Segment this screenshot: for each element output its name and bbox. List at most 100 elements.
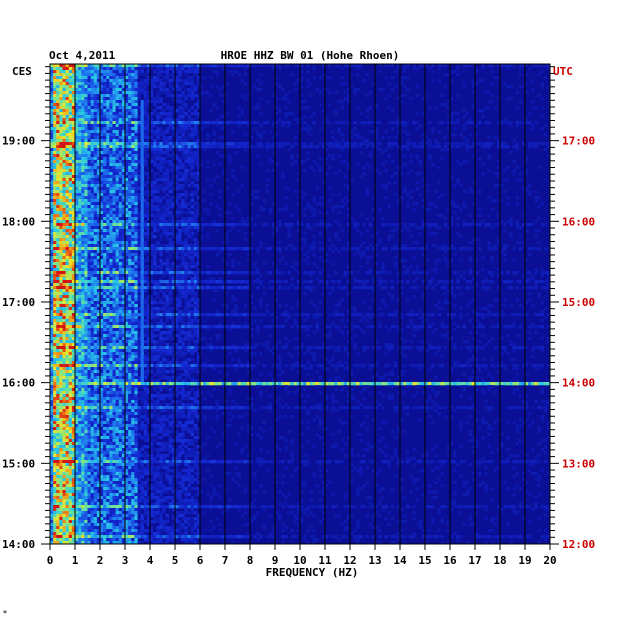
spectrogram-cell bbox=[490, 142, 495, 146]
spectrogram-cell bbox=[112, 127, 116, 131]
spectrogram-cell bbox=[112, 250, 116, 254]
spectrogram-cell bbox=[62, 64, 66, 68]
spectrogram-cell bbox=[481, 145, 485, 149]
spectrogram-cell bbox=[137, 214, 141, 218]
spectrogram-cell bbox=[393, 262, 398, 266]
spectrogram-cell bbox=[115, 232, 120, 236]
spectrogram-cell bbox=[84, 157, 88, 161]
spectrogram-cell bbox=[178, 157, 182, 161]
spectrogram-cell bbox=[243, 148, 248, 152]
spectrogram-cell bbox=[118, 106, 123, 110]
spectrogram-cell bbox=[312, 253, 316, 257]
spectrogram-cell bbox=[103, 88, 107, 92]
spectrogram-cell bbox=[78, 214, 82, 218]
spectrogram-cell bbox=[503, 247, 507, 251]
spectrogram-cell bbox=[206, 232, 210, 236]
spectrogram-cell bbox=[50, 283, 54, 287]
spectrogram-cell bbox=[400, 244, 404, 248]
spectrogram-cell bbox=[296, 64, 301, 68]
spectrogram-cell bbox=[103, 118, 107, 122]
spectrogram-cell bbox=[53, 172, 57, 176]
spectrogram-cell bbox=[528, 247, 532, 251]
spectrogram-cell bbox=[171, 118, 176, 122]
spectrogram-cell bbox=[343, 274, 348, 278]
spectrogram-cell bbox=[168, 214, 173, 218]
spectrogram-cell bbox=[356, 145, 360, 149]
spectrogram-cell bbox=[128, 193, 132, 197]
spectrogram-cell bbox=[84, 76, 88, 80]
spectrogram-cell bbox=[109, 283, 113, 287]
spectrogram-cell bbox=[200, 286, 204, 290]
spectrogram-cell bbox=[128, 79, 132, 83]
spectrogram-cell bbox=[134, 151, 138, 155]
spectrogram-cell bbox=[53, 232, 57, 236]
spectrogram-cell bbox=[121, 199, 126, 203]
spectrogram-cell bbox=[140, 91, 145, 95]
spectrogram-cell bbox=[96, 265, 101, 269]
spectrogram-cell bbox=[118, 148, 123, 152]
spectrogram-cell bbox=[231, 121, 235, 125]
spectrogram-cell bbox=[50, 109, 54, 113]
spectrogram-cell bbox=[196, 121, 201, 125]
spectrogram-cell bbox=[231, 142, 235, 146]
spectrogram-cell bbox=[153, 229, 157, 233]
spectrogram-cell bbox=[112, 145, 116, 149]
spectrogram-cell bbox=[128, 220, 132, 224]
spectrogram-cell bbox=[150, 127, 154, 131]
spectrogram-cell bbox=[318, 241, 323, 245]
spectrogram-cell bbox=[521, 85, 526, 89]
spectrogram-cell bbox=[175, 202, 179, 206]
spectrogram-cell bbox=[106, 76, 110, 80]
spectrogram-cell bbox=[131, 64, 135, 68]
spectrogram-cell bbox=[62, 103, 66, 107]
spectrogram-cell bbox=[121, 226, 126, 230]
spectrogram-cell bbox=[134, 184, 138, 188]
spectrogram-cell bbox=[103, 82, 107, 86]
spectrogram-cell bbox=[109, 256, 113, 260]
spectrogram-cell bbox=[156, 220, 160, 224]
spectrogram-cell bbox=[146, 127, 151, 131]
spectrogram-cell bbox=[371, 286, 376, 290]
spectrogram-cell bbox=[196, 175, 201, 179]
spectrogram-cell bbox=[87, 256, 91, 260]
spectrogram-cell bbox=[268, 64, 273, 68]
spectrogram-cell bbox=[50, 88, 54, 92]
spectrogram-cell bbox=[100, 91, 104, 95]
spectrogram-cell bbox=[206, 223, 210, 227]
spectrogram-cell bbox=[53, 145, 57, 149]
spectrogram-cell bbox=[84, 259, 88, 263]
spectrogram-cell bbox=[137, 253, 141, 257]
spectrogram-cell bbox=[84, 229, 88, 233]
spectrogram-cell bbox=[184, 259, 188, 263]
spectrogram-cell bbox=[509, 220, 513, 224]
spectrogram-cell bbox=[150, 202, 154, 206]
spectrogram-cell bbox=[156, 127, 160, 131]
spectrogram-cell bbox=[103, 211, 107, 215]
spectrogram-cell bbox=[421, 220, 426, 224]
spectrogram-cell bbox=[84, 187, 88, 191]
spectrogram-cell bbox=[468, 280, 473, 284]
spectrogram-cell bbox=[50, 112, 54, 116]
spectrogram-cell bbox=[84, 238, 88, 242]
spectrogram-cell bbox=[487, 223, 491, 227]
spectrogram-cell bbox=[81, 235, 85, 239]
spectrogram-cell bbox=[368, 91, 373, 95]
spectrogram-cell bbox=[125, 145, 129, 149]
spectrogram-cell bbox=[103, 187, 107, 191]
spectrogram-cell bbox=[190, 244, 195, 248]
spectrogram-cell bbox=[137, 175, 141, 179]
spectrogram-cell bbox=[209, 109, 213, 113]
spectrogram-cell bbox=[187, 211, 191, 215]
spectrogram-cell bbox=[462, 160, 466, 164]
spectrogram-cell bbox=[196, 205, 201, 209]
spectrogram-cell bbox=[437, 130, 441, 134]
spectrogram-cell bbox=[306, 106, 310, 110]
spectrogram-cell bbox=[228, 64, 232, 68]
spectrogram-cell bbox=[340, 76, 345, 80]
spectrogram-cell bbox=[112, 91, 116, 95]
spectrogram-cell bbox=[306, 127, 310, 131]
spectrogram-cell bbox=[200, 235, 204, 239]
spectrogram-cell bbox=[137, 115, 141, 119]
spectrogram-cell bbox=[500, 199, 504, 203]
spectrogram-cell bbox=[134, 229, 138, 233]
